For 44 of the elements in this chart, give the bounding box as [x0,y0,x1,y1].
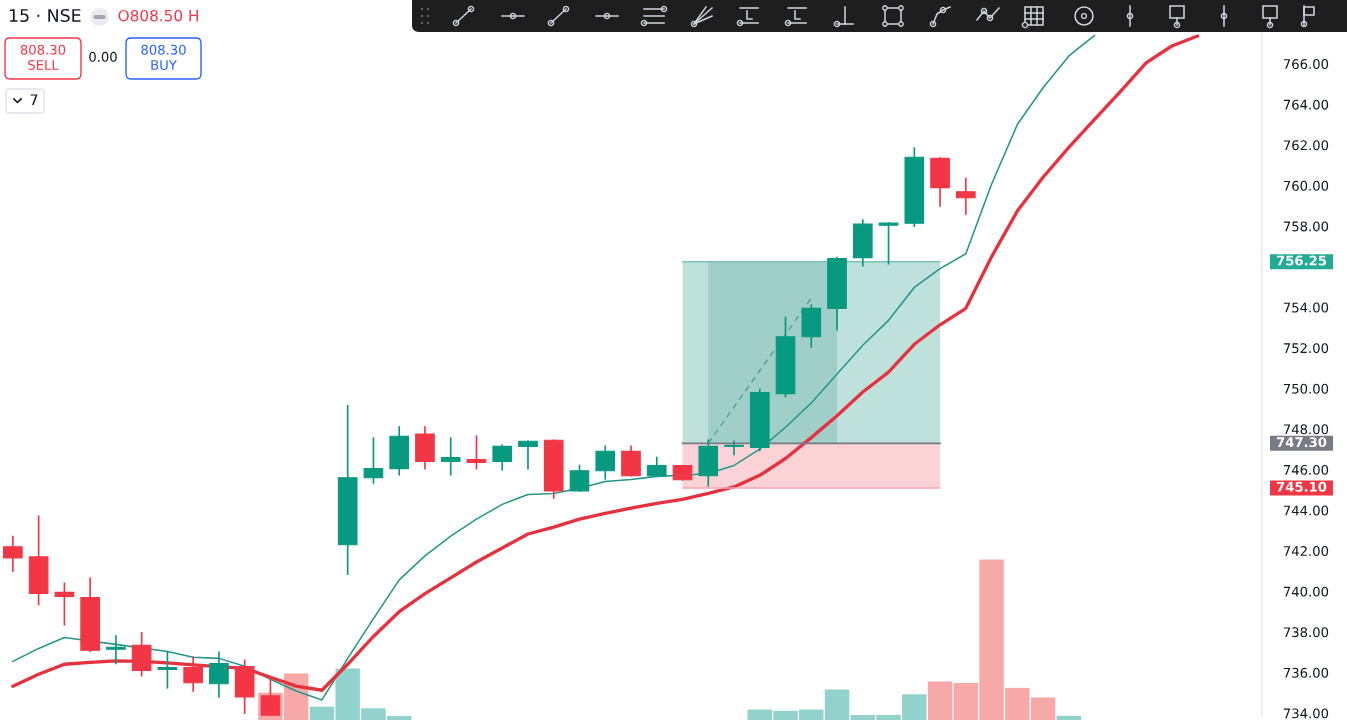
candlestick [646,456,667,477]
candlestick [183,656,203,692]
y-tick-label: 764.00 [1283,99,1329,110]
candlestick [54,582,75,626]
annotation: 808.30 SELL [20,44,66,70]
y-tick-label: 752.00 [1283,343,1329,354]
text: O808.50 H [118,9,198,22]
y-tick-label: 748.00 [1283,424,1329,435]
text: 756.25 [1276,255,1327,266]
candlestick [106,635,126,665]
y-tick-label: 736.00 [1283,667,1329,678]
candlestick [878,222,899,265]
y-tick-label: 738.00 [1283,627,1329,638]
chart-title: 15 · NSE [9,8,81,23]
y-tick-label: 760.00 [1283,180,1329,191]
y-tick-label: 742.00 [1283,546,1329,557]
candlestick [440,437,461,476]
candlestick [595,445,616,480]
candlestick [3,535,23,572]
y-tick-label: 744.00 [1283,505,1329,516]
annotation: 0.00 [89,51,117,62]
candlestick [363,437,384,484]
y-tick-label: 754.00 [1283,302,1329,313]
y-tick-label: 766.00 [1283,59,1329,70]
y-tick-label: 762.00 [1283,140,1329,151]
annotation: 7 [30,94,38,106]
candlestick [724,440,744,456]
text: 747.30 [1276,437,1327,448]
y-tick-label: 758.00 [1283,221,1329,232]
bar [1056,715,1082,720]
bar [927,681,953,720]
candlestick [466,435,487,470]
candlestick [492,444,513,471]
candlestick [955,177,976,215]
annotation: 808.30 BUY [141,44,186,70]
text: 745.10 [1276,481,1327,492]
y-tick-label: 740.00 [1283,586,1329,597]
y-tick-label: 746.00 [1283,464,1329,475]
candlestick [157,651,178,689]
candlestick [569,464,590,492]
y-tick-label: 734.00 [1283,708,1329,719]
y-tick-label: 750.00 [1283,383,1329,394]
candlestick [518,440,538,470]
candlestick [209,651,229,698]
